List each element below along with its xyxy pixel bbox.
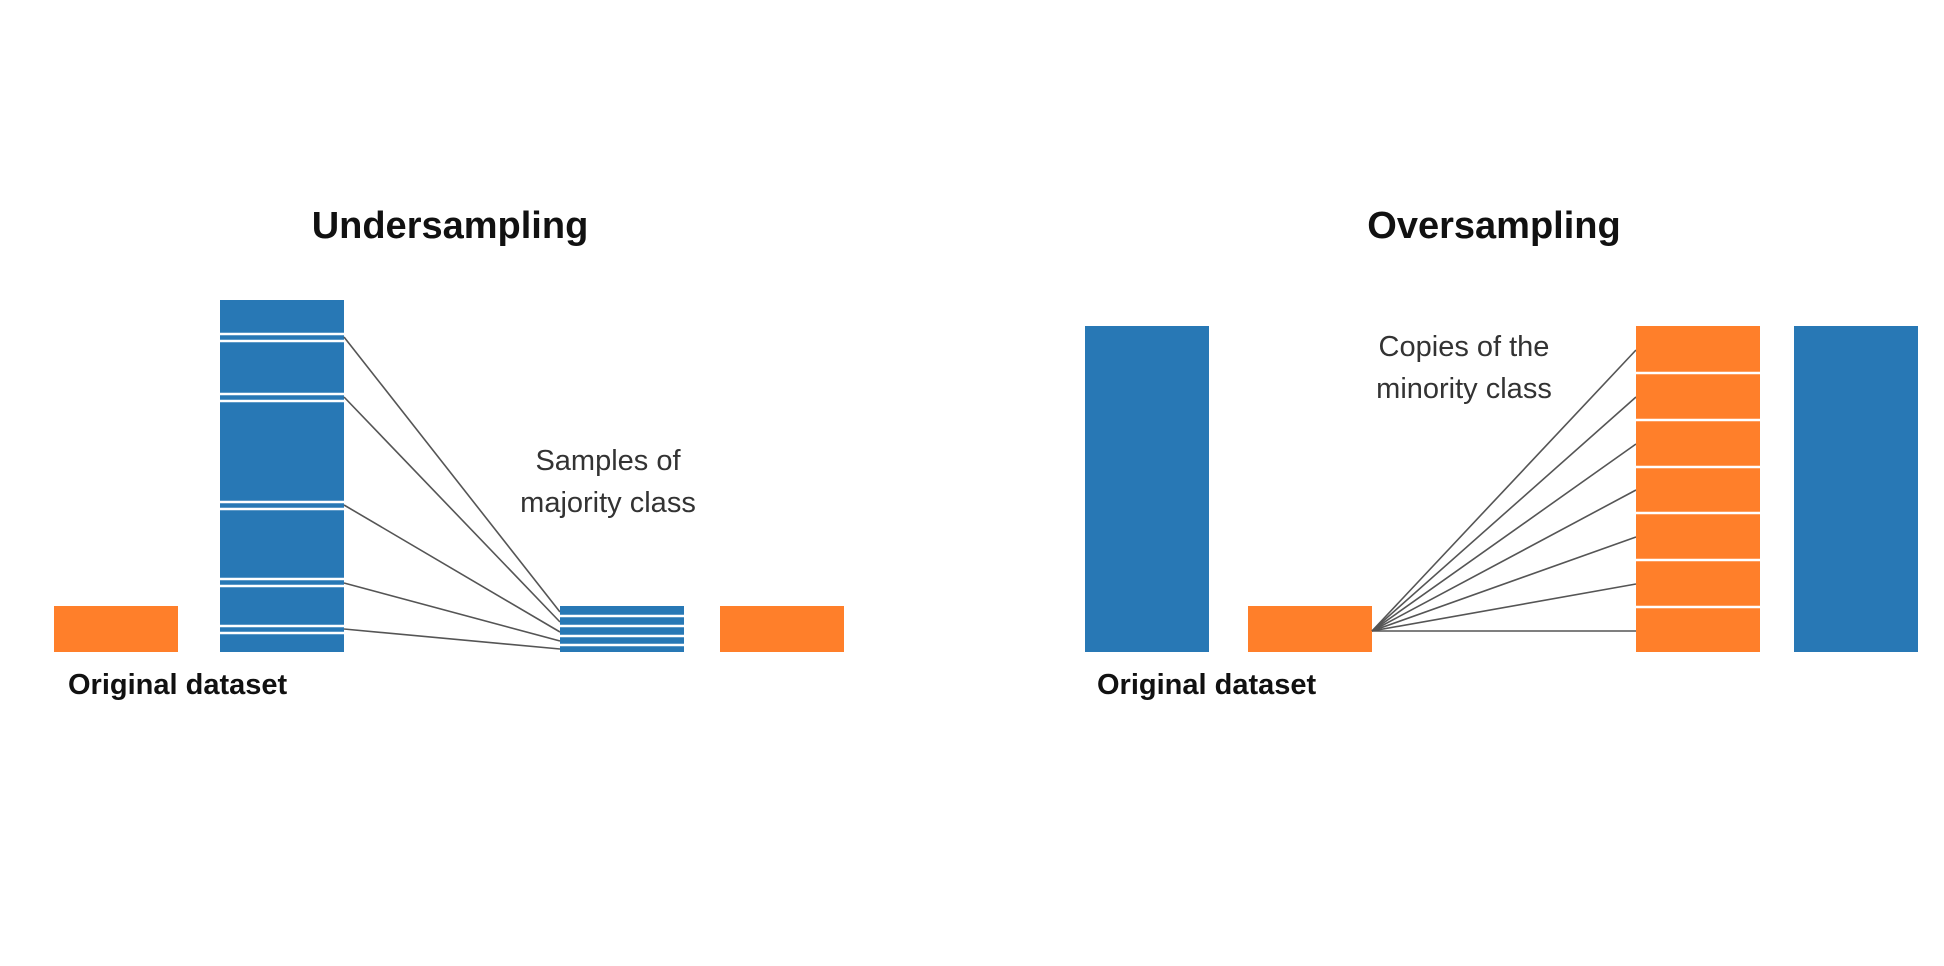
- connector-line: [1371, 583, 1637, 632]
- oversampling-original-label: Original dataset: [1097, 669, 1317, 701]
- original-minority-bar: [54, 606, 178, 652]
- original-majority-bar: [1085, 326, 1209, 652]
- connector-line: [1371, 349, 1637, 632]
- original-majority-bar: [220, 300, 344, 652]
- oversampling-title: Oversampling: [1367, 205, 1620, 247]
- undersampling-connectors: [343, 336, 561, 650]
- connector-line: [343, 582, 561, 642]
- oversampled-minority-bar: [1636, 326, 1760, 652]
- connector-line: [343, 504, 561, 633]
- oversampling-connectors: [1371, 349, 1637, 632]
- connector-line: [343, 396, 561, 623]
- connector-line: [1371, 443, 1637, 632]
- oversampling-note-line2: minority class: [1376, 373, 1552, 405]
- resampled-majority-bar: [1794, 326, 1918, 652]
- connector-line: [1371, 396, 1637, 632]
- connector-line: [1371, 536, 1637, 632]
- undersampling-panel: Undersampling: [54, 205, 844, 701]
- undersampling-original-label: Original dataset: [68, 669, 288, 701]
- connector-line: [343, 628, 561, 650]
- undersampling-note-line1: Samples of: [535, 445, 681, 477]
- minority-copy-dividers: [1636, 371, 1760, 609]
- oversampling-note-line1: Copies of the: [1379, 331, 1550, 363]
- resampled-majority-dividers: [560, 614, 684, 647]
- majority-sample-marks: [220, 332, 344, 635]
- oversampling-panel: Oversampling Copies of the min: [1085, 205, 1918, 701]
- undersampling-note-line2: majority class: [520, 487, 696, 519]
- resampled-minority-bar: [720, 606, 844, 652]
- connector-line: [343, 336, 561, 613]
- original-minority-bar: [1248, 606, 1372, 652]
- connector-line: [1371, 489, 1637, 632]
- undersampling-title: Undersampling: [312, 205, 589, 247]
